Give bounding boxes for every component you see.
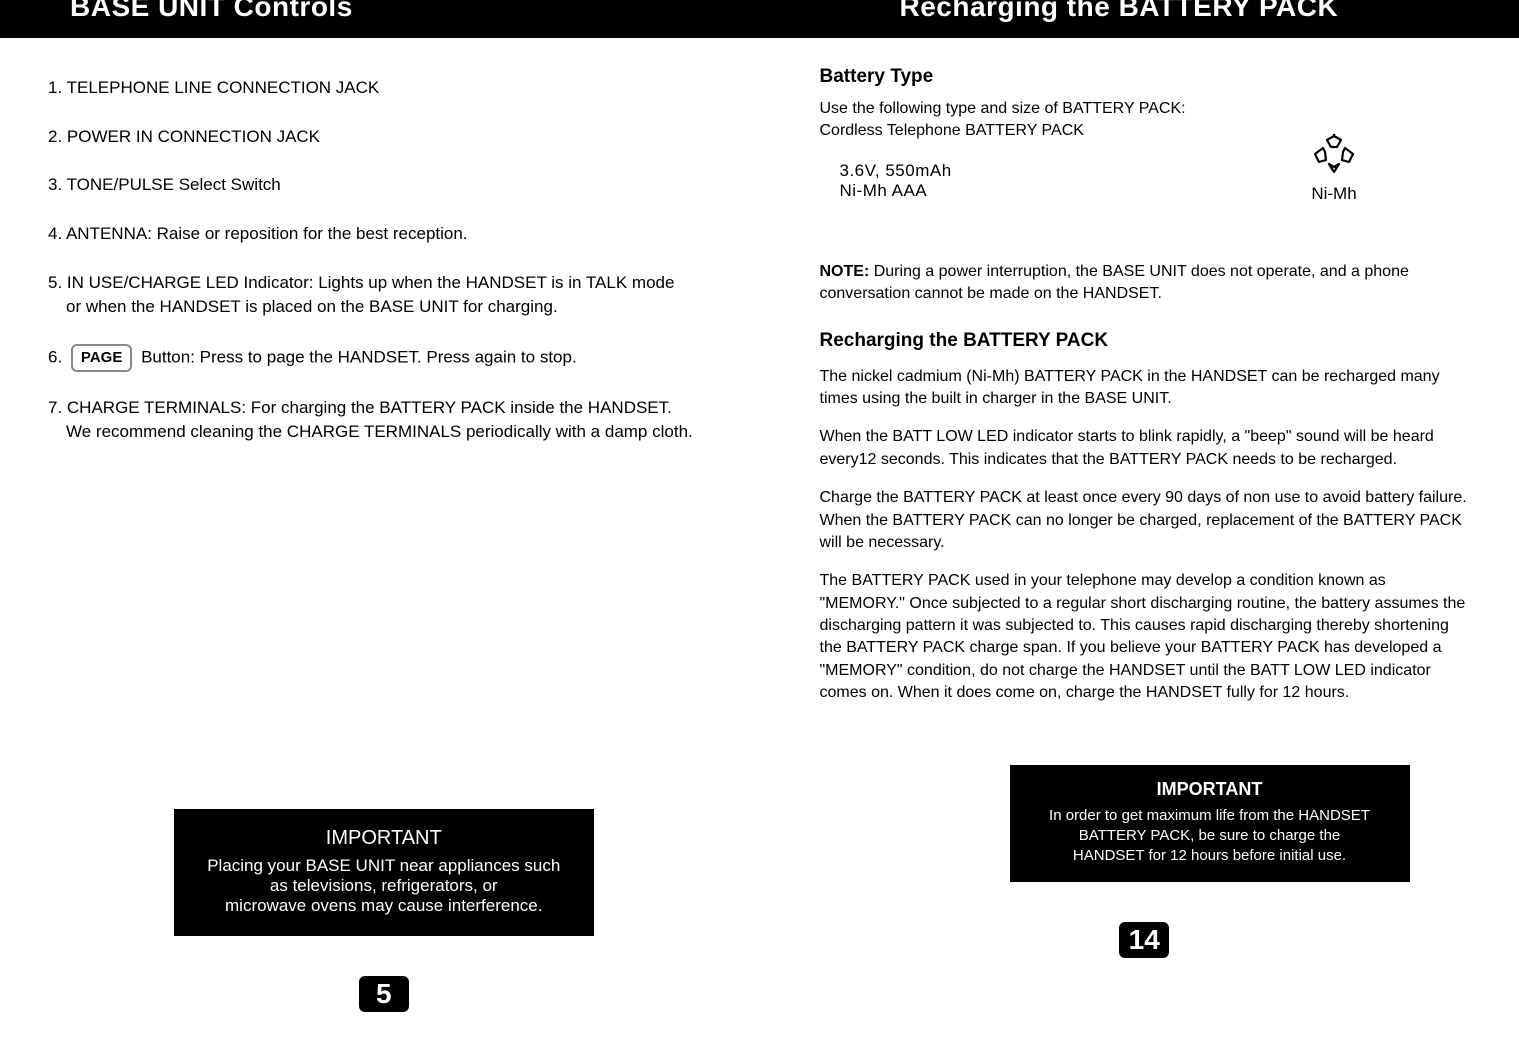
right-important-box: IMPORTANT In order to get maximum life f…	[1010, 765, 1410, 883]
item-7-line1: 7. CHARGE TERMINALS: For charging the BA…	[48, 398, 672, 417]
right-page-number: 14	[1119, 922, 1169, 958]
para-3: Charge the BATTERY PACK at least once ev…	[820, 487, 1470, 554]
right-important-line3: HANDSET for 12 hours before initial use.	[1020, 846, 1400, 866]
left-important-line1: Placing your BASE UNIT near appliances s…	[184, 856, 584, 876]
recycle-label: Ni-Mh	[1309, 184, 1359, 204]
battery-spec-line2: Ni-Mh AAA	[840, 181, 1470, 201]
para-4: The BATTERY PACK used in your telephone …	[820, 570, 1470, 704]
item-3: 3. TONE/PULSE Select Switch	[48, 173, 720, 198]
item-7-line2: We recommend cleaning the CHARGE TERMINA…	[48, 420, 720, 445]
item-2: 2. POWER IN CONNECTION JACK	[48, 125, 720, 150]
right-important-title: IMPORTANT	[1020, 779, 1400, 800]
battery-intro-2: Cordless Telephone BATTERY PACK	[820, 120, 1470, 142]
battery-type-section: Battery Type Use the following type and …	[820, 66, 1470, 201]
item-6: 6. PAGE Button: Press to page the HANDSE…	[48, 344, 720, 372]
item-6-suffix: Button: Press to page the HANDSET. Press…	[141, 347, 577, 366]
left-important-line3: microwave ovens may cause interference.	[184, 896, 584, 916]
page-button-graphic: PAGE	[71, 344, 132, 372]
item-5: 5. IN USE/CHARGE LED Indicator: Lights u…	[48, 271, 720, 320]
right-important-line2: BATTERY PACK, be sure to charge the	[1020, 826, 1400, 846]
recycle-icon	[1309, 134, 1359, 180]
note-label: NOTE:	[820, 263, 870, 280]
item-1: 1. TELEPHONE LINE CONNECTION JACK	[48, 76, 720, 101]
note-block: NOTE: During a power interruption, the B…	[820, 261, 1470, 306]
right-important-line1: In order to get maximum life from the HA…	[1020, 806, 1400, 826]
item-5-line1: 5. IN USE/CHARGE LED Indicator: Lights u…	[48, 273, 674, 292]
para-1: The nickel cadmium (Ni-Mh) BATTERY PACK …	[820, 366, 1470, 411]
battery-intro-1: Use the following type and size of BATTE…	[820, 98, 1470, 120]
battery-spec: 3.6V, 550mAh Ni-Mh AAA	[840, 161, 1470, 201]
left-header: BASE UNIT Controls	[0, 0, 760, 38]
left-body: 1. TELEPHONE LINE CONNECTION JACK 2. POW…	[0, 38, 760, 1012]
left-important-title: IMPORTANT	[184, 827, 584, 850]
right-important-body: In order to get maximum life from the HA…	[1020, 806, 1400, 867]
recharge-heading: Recharging the BATTERY PACK	[820, 330, 1470, 352]
recycle-icon-block: Ni-Mh	[1309, 134, 1359, 204]
battery-type-heading: Battery Type	[820, 66, 1470, 88]
left-important-line2: as televisions, refrigerators, or	[184, 876, 584, 896]
right-header: Recharging the BATTERY PACK	[760, 0, 1519, 38]
para-2: When the BATT LOW LED indicator starts t…	[820, 426, 1470, 471]
battery-spec-line1: 3.6V, 550mAh	[840, 161, 1470, 181]
item-7: 7. CHARGE TERMINALS: For charging the BA…	[48, 396, 720, 445]
manual-spread: BASE UNIT Controls 1. TELEPHONE LINE CON…	[0, 0, 1519, 1052]
item-6-prefix: 6.	[48, 347, 62, 366]
right-page: Recharging the BATTERY PACK Battery Type…	[760, 0, 1519, 1052]
item-5-line2: or when the HANDSET is placed on the BAS…	[48, 295, 720, 320]
item-4: 4. ANTENNA: Raise or reposition for the …	[48, 222, 720, 247]
left-page-number: 5	[359, 976, 409, 1012]
left-page: BASE UNIT Controls 1. TELEPHONE LINE CON…	[0, 0, 760, 1052]
left-important-box: IMPORTANT Placing your BASE UNIT near ap…	[174, 809, 594, 936]
note-text: During a power interruption, the BASE UN…	[820, 263, 1409, 302]
right-body: Battery Type Use the following type and …	[760, 38, 1519, 958]
spacer	[48, 469, 720, 809]
